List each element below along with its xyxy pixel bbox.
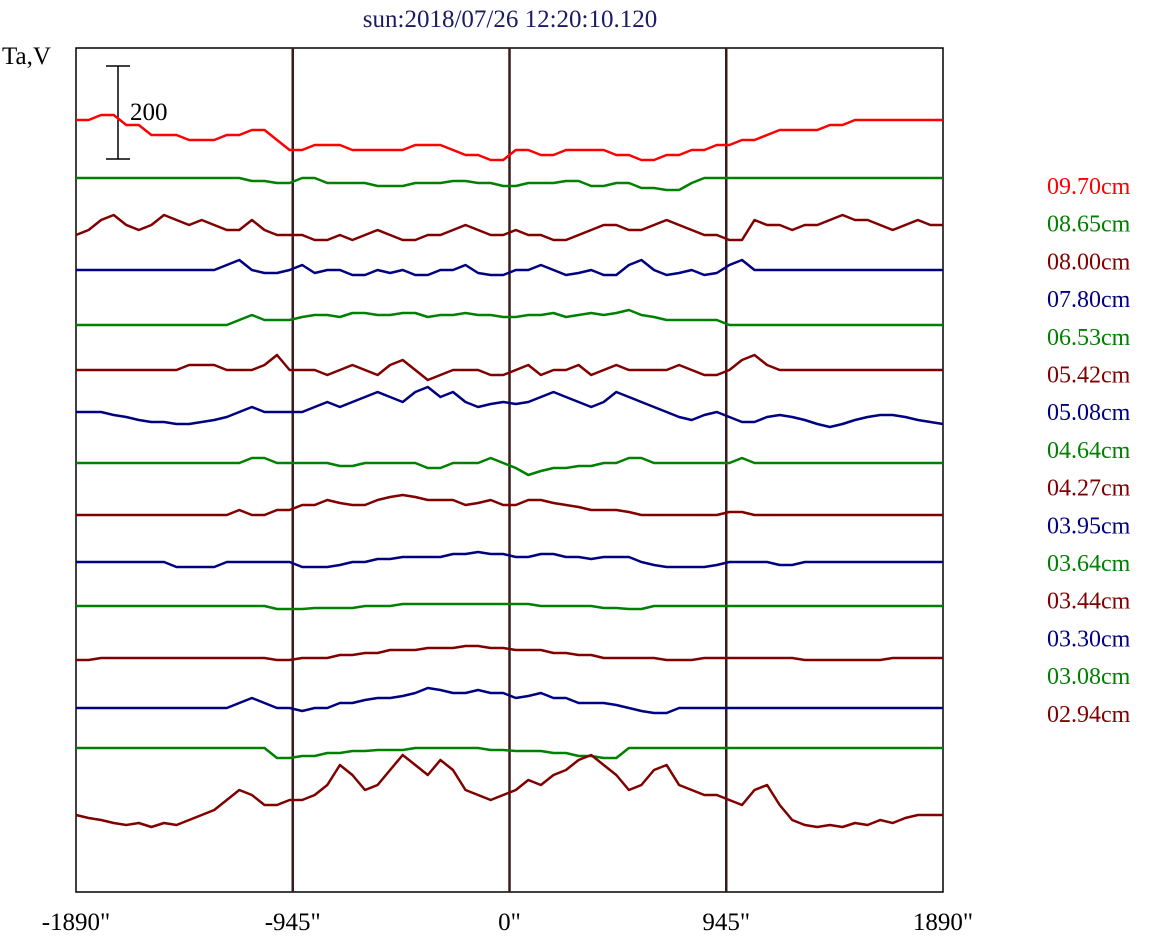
series-line-03.08cm bbox=[76, 746, 943, 760]
vertical-marker-lines bbox=[291, 48, 728, 892]
series-line-05.08cm bbox=[76, 385, 944, 429]
legend-entry: 03.64cm bbox=[1047, 551, 1131, 577]
series-line-07.80cm bbox=[76, 258, 943, 277]
x-tick-labels: -1890" -945" 0" 945" 1890" bbox=[42, 909, 973, 936]
series-line-03.30cm bbox=[76, 686, 943, 715]
legend-entry: 09.70cm bbox=[1047, 174, 1131, 200]
legend-entry: 05.08cm bbox=[1047, 400, 1131, 426]
series-line-05.42cm bbox=[76, 353, 943, 382]
legend: 09.70cm 08.65cm 08.00cm 07.80cm 06.53cm 05.42… bbox=[1047, 174, 1131, 728]
x-tick-label: -1890" bbox=[42, 909, 111, 936]
chart-title: sun:2018/07/26 12:20:10.120 bbox=[363, 6, 657, 33]
series-line-09.70cm bbox=[76, 113, 943, 162]
x-tick-label: -945" bbox=[265, 909, 321, 936]
x-tick-label: 0" bbox=[498, 909, 521, 936]
legend-entry: 04.27cm bbox=[1047, 476, 1131, 502]
legend-entry: 08.65cm bbox=[1047, 212, 1131, 238]
series-line-03.64cm bbox=[76, 602, 943, 611]
legend-entry: 04.64cm bbox=[1047, 438, 1131, 464]
series-line-03.44cm bbox=[76, 644, 943, 662]
x-tick-label: 945" bbox=[702, 909, 750, 936]
series-line-08.00cm bbox=[75, 213, 943, 242]
legend-entry: 03.30cm bbox=[1047, 626, 1131, 652]
y-axis-label: Ta,V bbox=[2, 43, 51, 70]
series-line-08.65cm bbox=[76, 176, 943, 192]
scale-bar: 200 bbox=[106, 65, 168, 160]
legend-entry: 03.95cm bbox=[1047, 513, 1131, 539]
series-line-03.95cm bbox=[76, 550, 943, 569]
x-tick-label: 1890" bbox=[913, 909, 973, 936]
legend-entry: 08.00cm bbox=[1047, 249, 1131, 275]
legend-entry: 05.42cm bbox=[1047, 363, 1131, 389]
series-line-04.27cm bbox=[76, 493, 943, 517]
legend-entry: 03.44cm bbox=[1047, 589, 1131, 615]
series-line-02.94cm bbox=[75, 753, 943, 829]
legend-entry: 07.80cm bbox=[1047, 287, 1131, 313]
series-line-04.64cm bbox=[76, 456, 943, 477]
series-lines bbox=[75, 113, 944, 829]
legend-entry: 03.08cm bbox=[1047, 664, 1131, 690]
legend-entry: 02.94cm bbox=[1047, 702, 1131, 728]
series-line-06.53cm bbox=[76, 308, 943, 327]
scale-bar-label: 200 bbox=[130, 99, 168, 126]
legend-entry: 06.53cm bbox=[1047, 325, 1131, 351]
